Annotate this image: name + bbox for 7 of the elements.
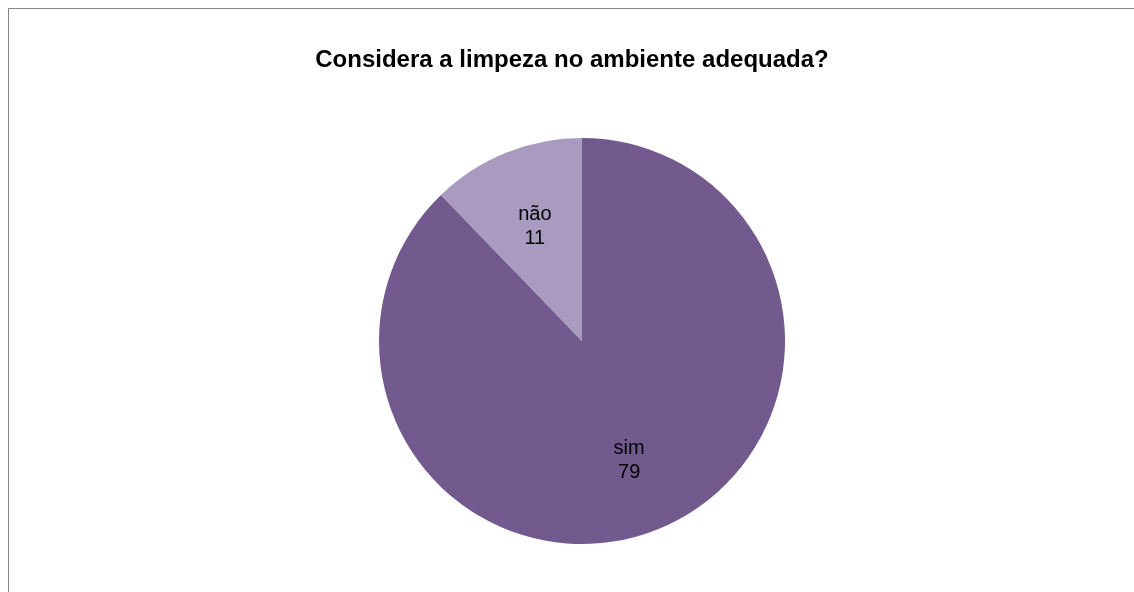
slice-label: não xyxy=(518,202,552,225)
pie-slice xyxy=(379,138,785,544)
chart-title: Considera a limpeza no ambiente adequada? xyxy=(314,45,830,73)
data-label: 79 xyxy=(618,459,641,482)
slice-label: sim xyxy=(613,435,645,458)
data-label: 11 xyxy=(524,226,546,249)
pie-slice xyxy=(440,138,582,341)
